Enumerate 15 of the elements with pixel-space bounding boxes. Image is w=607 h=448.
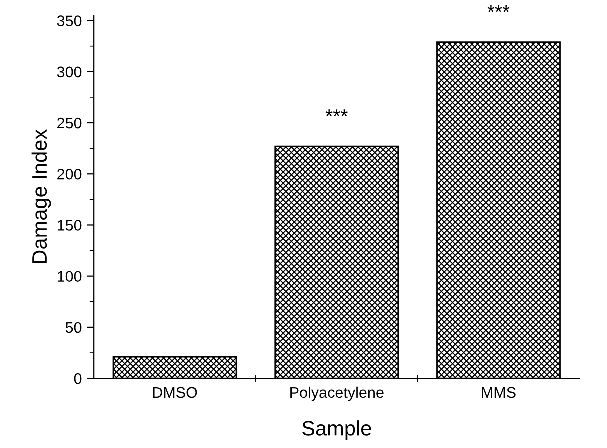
y-tick-label: 200 [58, 168, 82, 180]
y-tick-label: 100 [58, 271, 82, 282]
annotation: *** [326, 110, 348, 116]
x-tick-label: DMSO [153, 387, 198, 398]
y-tick-label: 150 [58, 220, 82, 231]
y-tick-label: 300 [57, 66, 82, 78]
y-tick-label: 50 [66, 322, 82, 334]
annotation: *** [488, 5, 510, 12]
y-tick-label: 0 [74, 373, 82, 384]
y-tick-label: 350 [57, 16, 82, 26]
x-axis-title: Sample [302, 420, 372, 440]
x-tick-label: MMS [482, 387, 516, 398]
y-axis-title: Damage Index [32, 130, 52, 264]
y-tick-label: 250 [58, 118, 82, 129]
x-tick-label: Polyacetylene [290, 386, 384, 402]
